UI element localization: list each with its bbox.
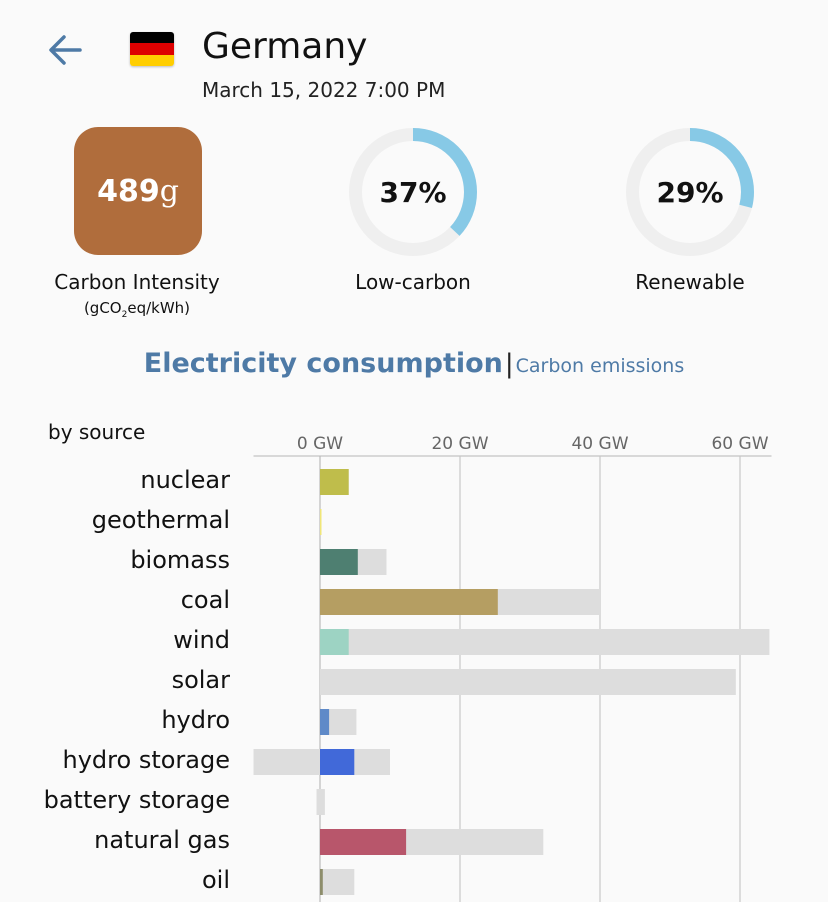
- capacity-bar: [320, 629, 770, 655]
- chart-heading: by source: [48, 420, 146, 444]
- production-bar: [320, 549, 358, 575]
- renewable-ring: [626, 128, 754, 256]
- source-label: hydro: [161, 706, 230, 734]
- production-bar: [320, 749, 355, 775]
- production-bar: [320, 509, 322, 535]
- production-bar: [320, 709, 330, 735]
- back-button[interactable]: [44, 30, 84, 70]
- capacity-bar: [316, 789, 325, 815]
- low-carbon-ring-fill: [349, 128, 477, 256]
- renewable-value: 29%: [656, 175, 724, 209]
- source-label: wind: [173, 626, 230, 654]
- low-carbon-ring: [349, 128, 477, 256]
- x-tick-label: 0 GW: [297, 434, 343, 454]
- source-label: hydro storage: [62, 746, 230, 774]
- tab-separator: |: [504, 349, 514, 379]
- back-arrow-icon: [49, 35, 82, 65]
- source-label: oil: [201, 866, 230, 894]
- country-name: Germany: [202, 26, 368, 67]
- tab-carbon-emissions[interactable]: Carbon emissions: [515, 355, 685, 377]
- source-label: natural gas: [94, 826, 230, 854]
- source-label: biomass: [130, 546, 230, 574]
- renewable-ring-fill: [626, 128, 754, 256]
- renewable-label: Renewable: [635, 270, 745, 294]
- source-label: geothermal: [91, 506, 230, 534]
- production-bar: [320, 589, 498, 615]
- x-tick-label: 60 GW: [711, 434, 768, 454]
- germany-flag-icon: [130, 32, 174, 66]
- chart-mode-tabs: Electricity consumption| Carbon emissions: [0, 348, 828, 379]
- low-carbon-label: Low-carbon: [355, 270, 471, 294]
- capacity-bar: [320, 669, 736, 695]
- production-bar: [320, 829, 407, 855]
- x-tick-label: 20 GW: [431, 434, 488, 454]
- source-label: nuclear: [140, 466, 230, 494]
- source-label: solar: [171, 666, 230, 694]
- carbon-intensity-badge: 489 g: [74, 127, 202, 255]
- carbon-intensity-label: Carbon Intensity: [54, 270, 220, 294]
- carbon-intensity-unit: g: [159, 173, 179, 209]
- datetime: March 15, 2022 7:00 PM: [202, 78, 446, 102]
- source-label: battery storage: [43, 786, 230, 814]
- capacity-bar: [320, 869, 355, 895]
- low-carbon-value: 37%: [379, 175, 447, 209]
- carbon-intensity-value: 489: [97, 173, 160, 209]
- source-label: coal: [180, 586, 230, 614]
- production-bar: [320, 869, 323, 895]
- production-bar: [320, 629, 349, 655]
- carbon-intensity-unit-label: (gCO2eq/kWh): [83, 299, 191, 320]
- production-bar: [320, 469, 349, 495]
- tab-electricity-consumption[interactable]: Electricity consumption: [143, 348, 503, 379]
- x-tick-label: 40 GW: [571, 434, 628, 454]
